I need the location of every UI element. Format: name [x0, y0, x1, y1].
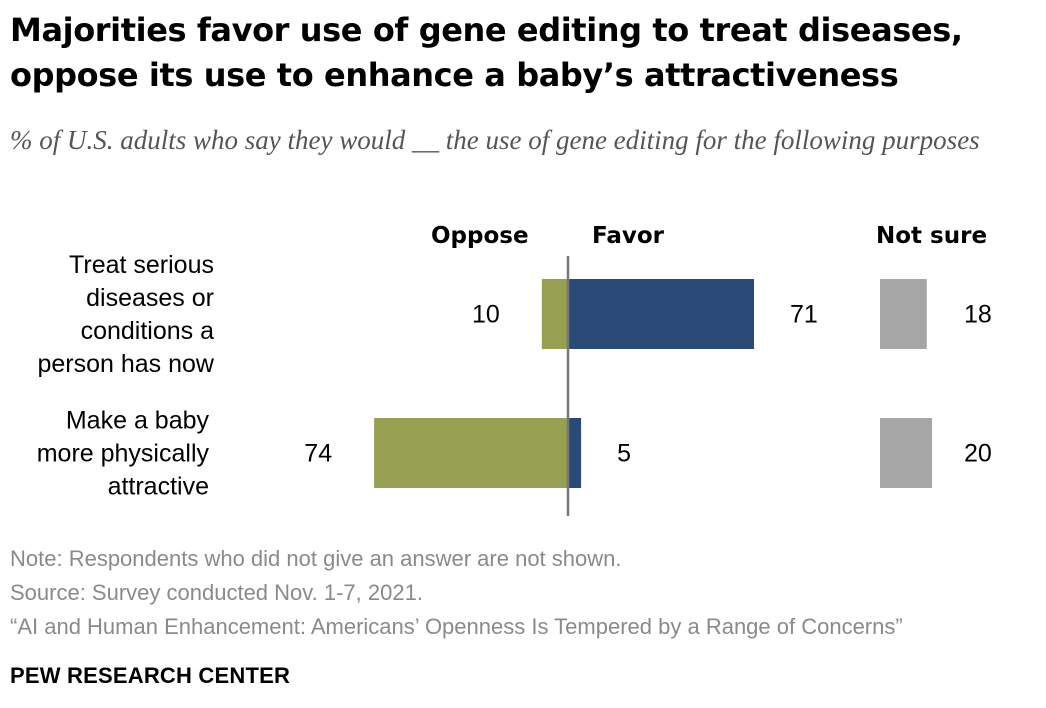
not-sure-header: Not sure: [876, 223, 988, 249]
category-label: person has now: [37, 350, 214, 378]
favor-header: Favor: [592, 223, 665, 249]
favor-value-label: 71: [790, 301, 818, 329]
note-text: Note: Respondents who did not give an an…: [10, 546, 622, 571]
favor-value-label: 5: [617, 440, 631, 468]
not-sure-value-label: 20: [964, 440, 992, 468]
oppose-value-label: 74: [304, 440, 332, 468]
category-label: conditions a: [81, 317, 215, 345]
source-text: Source: Survey conducted Nov. 1-7, 2021.: [10, 580, 423, 605]
favor-bar: [568, 418, 582, 488]
not-sure-bar: [880, 418, 932, 488]
category-label: diseases or: [86, 284, 214, 312]
not-sure-bar: [880, 279, 927, 349]
pew-logo-text: PEW RESEARCH CENTER: [10, 663, 291, 688]
favor-bar: [568, 279, 755, 349]
not-sure-value-label: 18: [964, 301, 992, 329]
category-label: more physically: [37, 440, 210, 468]
diverging-bar-chart: Treat serious diseases or conditions a pers…: [37, 251, 992, 516]
notes-block: Note: Respondents who did not give an an…: [10, 542, 1040, 644]
chart-subtitle: % of U.S. adults who say they would __ t…: [10, 125, 980, 155]
oppose-header: Oppose: [431, 223, 529, 249]
oppose-bar: [541, 279, 568, 349]
chart-title: Majorities favor use of gene editing to …: [10, 11, 963, 94]
report-title-text: “AI and Human Enhancement: Americans’ Op…: [10, 614, 903, 639]
oppose-value-label: 10: [472, 301, 500, 329]
category-label: Treat serious: [69, 251, 214, 279]
category-label: Make a baby: [66, 407, 210, 435]
oppose-bar: [374, 418, 568, 488]
category-label: attractive: [108, 473, 209, 501]
